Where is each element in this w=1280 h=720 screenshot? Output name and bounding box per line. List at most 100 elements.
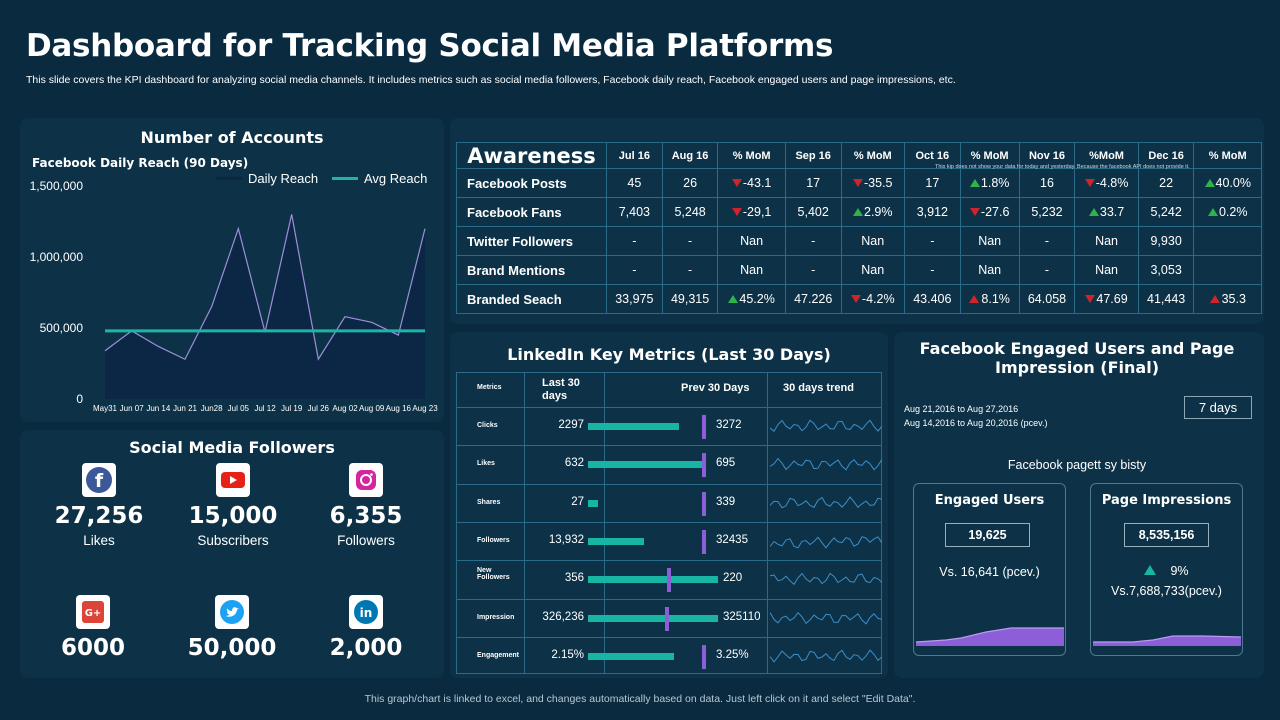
li-row-divider: [457, 521, 881, 523]
awareness-cell-value: 33.7: [1099, 205, 1125, 219]
li-metric-label: New Followers: [477, 567, 510, 582]
x-tick-label: Jun 07: [120, 404, 145, 413]
engaged-subtitle: Facebook pagett sy bisty: [1007, 458, 1147, 472]
trend-up-icon: [1088, 208, 1099, 216]
awareness-cell-value: 35.3: [1221, 292, 1246, 306]
awareness-cell-value: Nan: [740, 263, 764, 277]
li-trend-sparkline: [770, 535, 882, 549]
social-item-facebook: f 27,256 Likes: [29, 463, 169, 548]
period-selector[interactable]: 7 days: [1184, 396, 1252, 419]
x-tick-label: Jun 14: [146, 404, 171, 413]
li-last30-bar: [588, 461, 707, 469]
engaged-users-compare: Vs. 16,641 (pcev.): [939, 565, 1040, 579]
li-metric-label: Followers: [477, 536, 510, 544]
svg-text:G+: G+: [85, 608, 102, 619]
awareness-cell-value: 33,975: [615, 292, 654, 306]
x-tick-label: Jun28: [201, 404, 223, 413]
awareness-row: Branded Seach 33,975 49,315 45.2% 47.226 -4.2…: [456, 284, 1262, 314]
li-divider: [604, 373, 605, 673]
page-subtitle: This slide covers the KPI dashboard for …: [26, 74, 956, 86]
li-header-prev30: Prev 30 Days: [681, 382, 750, 394]
facebook-icon: f: [82, 463, 116, 497]
y-tick-label: 0: [76, 392, 83, 406]
engaged-title: Facebook Engaged Users and Page Impressi…: [919, 339, 1235, 377]
li-row-divider: [457, 445, 881, 447]
awareness-cell-value: Nan: [861, 263, 885, 277]
awareness-cell-value: Nan: [1095, 263, 1119, 277]
trend-down-icon: [853, 179, 863, 187]
awareness-cell: Nan: [959, 226, 1020, 256]
awareness-cell: 33,975: [606, 284, 663, 314]
linkedin-table: Metrics Last 30 days Prev 30 Days 30 day…: [456, 372, 882, 674]
engaged-date-range: Aug 21,2016 to Aug 27,2016 Aug 14,2016 t…: [904, 402, 1047, 430]
awareness-cell: -35.5: [840, 168, 905, 198]
x-tick-label: Jul 19: [281, 404, 303, 413]
awareness-cell-value: -: [632, 263, 637, 277]
awareness-cell-value: 1.8%: [980, 176, 1010, 190]
awareness-cell-value: Nan: [740, 234, 764, 248]
awareness-cell: Nan: [959, 255, 1020, 285]
awareness-cell-value: -: [811, 234, 816, 248]
li-last30-value: 27: [571, 495, 584, 508]
awareness-cell-value: -35.5: [864, 176, 893, 190]
facebook-likes-value: 27,256: [54, 503, 144, 529]
awareness-cell: Nan: [840, 255, 905, 285]
li-prev30-marker: [702, 491, 706, 516]
trend-up-icon: [969, 295, 980, 303]
li-prev30-value: 339: [716, 495, 736, 508]
trend-down-icon: [850, 295, 861, 303]
social-item-google-plus: G+ 6000: [23, 595, 163, 661]
awareness-cell: 1.8%: [959, 168, 1020, 198]
li-divider: [524, 373, 525, 673]
twitter-value: 50,000: [187, 635, 277, 661]
x-tick-label: Jul 05: [228, 404, 250, 413]
trend-up-icon: [1204, 179, 1215, 187]
awareness-cell: 8.1%: [959, 284, 1020, 314]
x-tick-label: Jul 26: [308, 404, 330, 413]
awareness-cell: -4.8%: [1074, 168, 1139, 198]
legend-avg-swatch: [332, 177, 358, 180]
awareness-title: Awareness: [456, 142, 607, 169]
x-tick-label: Jun 21: [173, 404, 198, 413]
social-item-linkedin: in 2,000: [296, 595, 436, 661]
awareness-cell: 49,315: [661, 284, 719, 314]
li-row-divider: [457, 407, 881, 408]
date-current: Aug 21,2016 to Aug 27,2016: [904, 404, 1019, 414]
li-last30-value: 326,236: [542, 610, 584, 623]
engaged-users-title: Engaged Users: [934, 493, 1045, 508]
li-prev30-value: 3.25%: [716, 648, 749, 661]
li-metric-label: Engagement: [477, 651, 520, 659]
awareness-cell: -: [606, 255, 663, 285]
li-last30-bar: [588, 537, 644, 545]
x-tick-label: Aug 02: [332, 404, 358, 413]
li-prev30-marker: [702, 529, 706, 554]
awareness-cell-value: Nan: [978, 234, 1002, 248]
li-prev30-value: 695: [716, 457, 736, 470]
awareness-row: Facebook Fans 7,403 5,248 -29,1 5,402 2.9% 3,9…: [456, 197, 1262, 227]
li-metric-label: Clicks: [477, 422, 498, 429]
awareness-cell: Nan: [1074, 226, 1139, 256]
social-item-twitter: 50,000: [162, 595, 302, 661]
li-trend-sparkline: [770, 572, 882, 586]
awareness-cell: 3,912: [903, 197, 961, 227]
awareness-cell-value: 26: [683, 176, 698, 190]
li-row-divider: [457, 598, 881, 600]
awareness-row-label: Brand Mentions: [456, 255, 607, 285]
social-item-youtube: 15,000 Subscribers: [163, 463, 303, 548]
awareness-cell: 7,403: [606, 197, 663, 227]
awareness-cell-value: -: [930, 234, 935, 248]
awareness-cell: -43.1: [717, 168, 786, 198]
aw-col-header: % MoM: [1193, 142, 1262, 169]
li-prev30-marker: [702, 644, 706, 669]
aw-col-header: Jul 16: [606, 142, 663, 169]
awareness-row: Brand Mentions - - Nan - Nan - Nan - Nan 3,053: [456, 255, 1262, 285]
awareness-cell-value: 16: [1040, 176, 1054, 190]
youtube-subscribers-label: Subscribers: [197, 533, 269, 548]
awareness-row-label: Branded Seach: [456, 284, 607, 314]
page-impressions-sparkline: [1093, 635, 1241, 646]
awareness-cell-value: 17: [925, 176, 940, 190]
awareness-cell: Nan: [840, 226, 905, 256]
li-last30-bar: [588, 652, 674, 660]
li-last30-bar: [588, 423, 679, 430]
li-prev30-marker: [666, 568, 671, 593]
